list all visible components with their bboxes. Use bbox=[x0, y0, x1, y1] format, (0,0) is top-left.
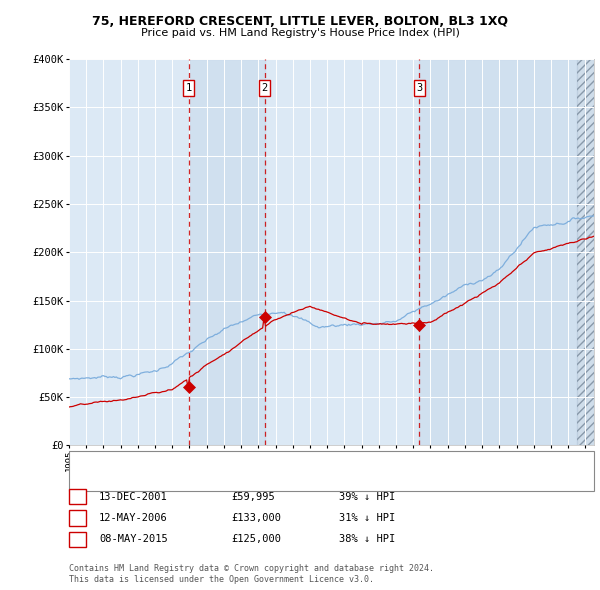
Text: 12-MAY-2006: 12-MAY-2006 bbox=[99, 513, 168, 523]
Bar bbox=[577, 59, 594, 445]
Text: 1: 1 bbox=[185, 83, 192, 93]
Text: £59,995: £59,995 bbox=[231, 492, 275, 502]
Text: This data is licensed under the Open Government Licence v3.0.: This data is licensed under the Open Gov… bbox=[69, 575, 374, 584]
Text: £133,000: £133,000 bbox=[231, 513, 281, 523]
Bar bbox=[265, 59, 419, 445]
Text: 2: 2 bbox=[262, 83, 268, 93]
Text: 31% ↓ HPI: 31% ↓ HPI bbox=[339, 513, 395, 523]
Text: 75, HEREFORD CRESCENT, LITTLE LEVER, BOLTON, BL3 1XQ: 75, HEREFORD CRESCENT, LITTLE LEVER, BOL… bbox=[92, 15, 508, 28]
Text: Contains HM Land Registry data © Crown copyright and database right 2024.: Contains HM Land Registry data © Crown c… bbox=[69, 565, 434, 573]
Text: 3: 3 bbox=[416, 83, 422, 93]
Text: 3: 3 bbox=[74, 535, 80, 544]
Text: 2: 2 bbox=[74, 513, 80, 523]
Text: 08-MAY-2015: 08-MAY-2015 bbox=[99, 535, 168, 544]
Text: Price paid vs. HM Land Registry's House Price Index (HPI): Price paid vs. HM Land Registry's House … bbox=[140, 28, 460, 38]
Text: £125,000: £125,000 bbox=[231, 535, 281, 544]
Text: HPI: Average price, detached house, Bolton: HPI: Average price, detached house, Bolt… bbox=[114, 476, 361, 486]
Text: 75, HEREFORD CRESCENT, LITTLE LEVER, BOLTON, BL3 1XQ (detached house): 75, HEREFORD CRESCENT, LITTLE LEVER, BOL… bbox=[114, 457, 520, 467]
Bar bbox=[419, 59, 577, 445]
Bar bbox=[577, 59, 594, 445]
Text: 1: 1 bbox=[74, 492, 80, 502]
Bar bbox=[69, 59, 188, 445]
Text: 13-DEC-2001: 13-DEC-2001 bbox=[99, 492, 168, 502]
Text: 38% ↓ HPI: 38% ↓ HPI bbox=[339, 535, 395, 544]
Bar bbox=[188, 59, 265, 445]
Text: 39% ↓ HPI: 39% ↓ HPI bbox=[339, 492, 395, 502]
